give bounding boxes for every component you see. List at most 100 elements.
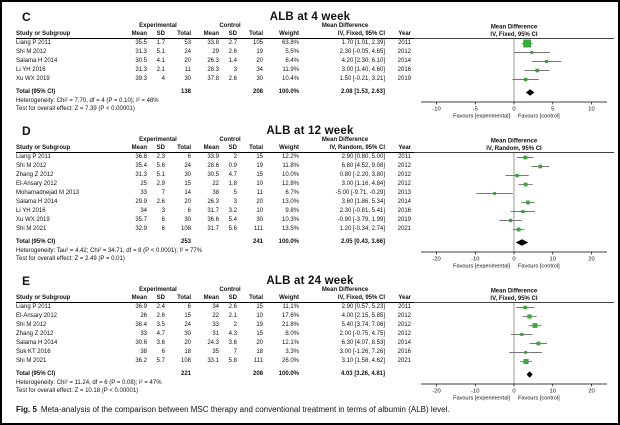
col-year: Year <box>388 144 414 153</box>
total-weight: 100.0% <box>278 239 299 245</box>
effect-square <box>523 359 529 364</box>
blank <box>150 370 168 379</box>
study-name: Liang P 2011 <box>16 154 51 160</box>
ctl-sd: 2 <box>233 154 237 160</box>
ctl-total: 30 <box>256 76 263 82</box>
effect-square <box>523 77 528 82</box>
year: 2014 <box>397 58 411 64</box>
column-header-row: Study or Subgroup Mean SD Total Mean SD Total W… <box>16 294 414 303</box>
md-ci: 3.10 [1.58, 4.62] <box>341 358 385 364</box>
panel-alb-12-week: D ALB at 12 week Experimental Control Mean… <box>6 121 614 269</box>
plot-header-effect-model: IV, Random, 95% CI <box>486 146 542 152</box>
ctl-total: 30 <box>256 217 263 223</box>
year: 2016 <box>397 67 411 73</box>
x-tick-label: 0 <box>512 107 515 113</box>
ctl-total: 10 <box>256 313 263 319</box>
exp-sd: 5.7 <box>156 358 165 364</box>
exp-mean: 30.5 <box>135 58 147 64</box>
blank <box>150 238 168 247</box>
weight: 12.8% <box>281 181 299 187</box>
weight: 5.5% <box>285 49 299 55</box>
ctl-sd: 5.4 <box>228 217 237 223</box>
study-row: Liang P 2011 36.9 2.4 6 34 2.6 15 11.1% 2.90 [0.… <box>16 303 414 313</box>
group-header-mean-difference: Mean Difference <box>321 287 369 293</box>
effect-square <box>521 209 525 214</box>
md-ci: 0.80 [-2.20, 3.80] <box>339 172 385 178</box>
exp-sd: 2.1 <box>156 67 165 73</box>
ctl-sd: 5.6 <box>228 226 237 232</box>
col-ctl-sd: SD <box>222 294 240 303</box>
ctl-mean: 31.7 <box>207 226 219 232</box>
panel-alb-4-week: C ALB at 4 week Experimental Control Mean … <box>6 7 614 119</box>
total-row: Total (95% CI) 253 241 100.0% 2.05 [0.43, 3.… <box>16 238 414 247</box>
effect-square <box>516 227 521 232</box>
ctl-mean: 35 <box>212 349 219 355</box>
blank <box>194 370 222 379</box>
weight: 9.8% <box>285 208 299 214</box>
year: 2019 <box>397 76 411 82</box>
col-spacer <box>388 22 414 30</box>
weight: 10.0% <box>281 172 299 178</box>
col-exp-total: Total <box>168 144 194 153</box>
x-tick-label: -10 <box>471 389 479 395</box>
study-row: Liang P 2011 36.8 2.3 6 33.9 2 15 12.2% 2.90 [0.… <box>16 153 414 163</box>
col-effect-estimate: IV, Fixed, 95% CI <box>302 30 388 39</box>
weight: 8.4% <box>285 58 299 64</box>
study-name: Salama H 2014 <box>16 340 58 346</box>
year: 2016 <box>397 349 411 355</box>
x-tick-label: 0 <box>512 389 515 395</box>
weight: 17.6% <box>281 313 299 319</box>
plot-header-mean-difference: Mean Difference <box>491 25 538 31</box>
year: 2011 <box>398 154 411 160</box>
ctl-mean: 33.1 <box>207 358 219 364</box>
exp-total: 11 <box>184 67 191 73</box>
exp-sd: 4 <box>161 76 165 82</box>
study-row: Shi M 2021 36.2 5.7 108 33.1 5.8 111 26.0% 3.10 … <box>16 357 414 366</box>
effect-square <box>538 164 543 169</box>
study-name: Shi M 2012 <box>16 322 47 328</box>
weight: 10.3% <box>281 217 299 223</box>
study-name: Salama H 2014 <box>16 199 58 205</box>
ctl-total: 34 <box>256 67 263 73</box>
ctl-mean: 33.9 <box>207 154 219 160</box>
md-ci: 4.00 [2.15, 5.85] <box>341 313 385 319</box>
ctl-sd: 7 <box>233 349 237 355</box>
effect-square <box>508 218 513 223</box>
total-label: Total (95% CI) <box>16 239 56 245</box>
year: 2014 <box>397 340 411 346</box>
md-ci: 1.50 [-0.21, 3.21] <box>339 76 385 82</box>
exp-total: 14 <box>184 190 191 196</box>
md-ci: -5.00 [-9.71, -0.29] <box>335 190 385 196</box>
study-name: Liang P 2011 <box>16 304 51 310</box>
x-tick-label: -20 <box>432 257 440 263</box>
study-name: Li YH 2016 <box>16 208 46 214</box>
ctl-total: 18 <box>256 349 263 355</box>
ctl-mean: 37.8 <box>207 76 219 82</box>
exp-total: 18 <box>184 349 191 355</box>
col-ctl-total: Total <box>240 144 266 153</box>
md-ci: 6.80 [4.52, 9.08] <box>341 163 385 169</box>
col-year: Year <box>388 294 414 303</box>
study-name: Xu WX 2019 <box>16 76 50 82</box>
exp-mean: 36.9 <box>135 304 147 310</box>
ctl-mean: 31.7 <box>207 208 219 214</box>
ctl-total: 20 <box>256 340 263 346</box>
effect-square <box>493 192 496 195</box>
study-table: Experimental Control Mean Difference Study … <box>16 286 414 379</box>
exp-sd: 6 <box>161 217 165 223</box>
panel-body: Experimental Control Mean Difference Study … <box>6 22 614 119</box>
exp-mean: 33 <box>140 190 147 196</box>
md-ci: 5.40 [3.74, 7.06] <box>341 322 385 328</box>
col-spacer <box>16 286 122 294</box>
exp-mean: 25 <box>140 181 147 187</box>
exp-mean: 30.6 <box>135 340 147 346</box>
exp-sd: 5.1 <box>156 172 165 178</box>
ctl-mean: 29 <box>212 49 219 55</box>
year: 2021 <box>397 358 411 364</box>
md-ci: -0.90 [-3.79, 1.99] <box>337 217 385 223</box>
footnotes: Heterogeneity: Chi² = 11.24, df = 6 (P =… <box>16 380 414 395</box>
effect-square <box>523 39 531 48</box>
study-row: Xu WX 2019 39.3 4 30 37.8 2.6 30 10.4% 1.50 [-0.… <box>16 75 414 84</box>
